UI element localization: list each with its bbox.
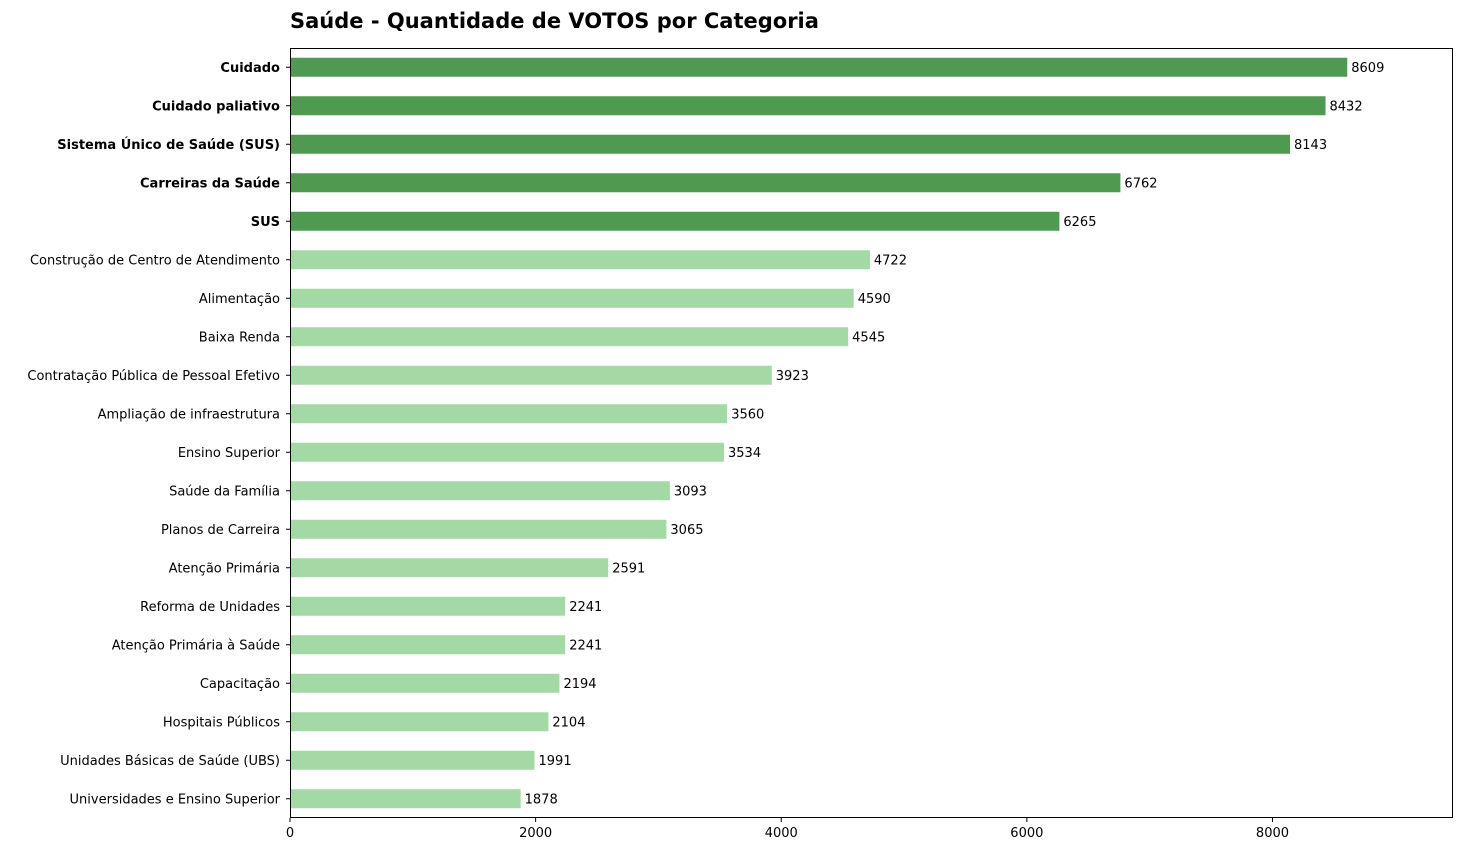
value-label-17: 2104 bbox=[552, 715, 585, 730]
category-label-2: Sistema Único de Saúde (SUS) bbox=[57, 137, 280, 153]
value-label-16: 2194 bbox=[563, 677, 596, 692]
category-label-16: Capacitação bbox=[200, 677, 280, 692]
value-label-5: 4722 bbox=[874, 253, 907, 268]
value-label-12: 3065 bbox=[670, 523, 703, 538]
bars-group bbox=[290, 57, 1348, 809]
value-label-15: 2241 bbox=[569, 638, 602, 653]
axes-group: 0 2000 4000 6000 8000 bbox=[286, 48, 1453, 841]
bar-18 bbox=[290, 750, 535, 770]
category-label-7: Baixa Renda bbox=[199, 330, 280, 345]
value-labels-group: 8609 8432 8143 6762 6265 4722 4590 4545 3923 3560… bbox=[525, 61, 1385, 808]
category-label-17: Hospitais Públicos bbox=[163, 715, 280, 730]
value-label-18: 1991 bbox=[539, 754, 572, 769]
value-label-4: 6265 bbox=[1063, 215, 1096, 230]
value-label-1: 8432 bbox=[1330, 99, 1363, 114]
bar-9 bbox=[290, 404, 728, 424]
category-label-19: Universidades e Ensino Superior bbox=[70, 792, 281, 807]
category-label-8: Contratação Pública de Pessoal Efetivo bbox=[27, 369, 280, 384]
bar-10 bbox=[290, 442, 725, 462]
category-label-12: Planos de Carreira bbox=[161, 523, 280, 538]
category-label-1: Cuidado paliativo bbox=[152, 99, 280, 114]
category-labels-group: Cuidado Cuidado paliativo Sistema Único de… bbox=[27, 61, 280, 808]
value-label-10: 3534 bbox=[728, 446, 761, 461]
category-label-6: Alimentação bbox=[199, 292, 280, 307]
value-label-0: 8609 bbox=[1351, 61, 1384, 76]
value-label-3: 6762 bbox=[1124, 176, 1157, 191]
bar-6 bbox=[290, 288, 854, 308]
category-label-10: Ensino Superior bbox=[178, 446, 281, 461]
bar-11 bbox=[290, 481, 670, 501]
chart-title: Saúde - Quantidade de VOTOS por Categori… bbox=[290, 9, 819, 33]
bar-16 bbox=[290, 673, 560, 693]
bar-17 bbox=[290, 712, 549, 732]
bar-0 bbox=[290, 57, 1348, 77]
value-label-9: 3560 bbox=[731, 407, 764, 422]
plot-frame bbox=[290, 48, 1453, 818]
category-label-14: Reforma de Unidades bbox=[140, 600, 280, 615]
category-label-5: Construção de Centro de Atendimento bbox=[30, 253, 280, 268]
value-label-11: 3093 bbox=[674, 484, 707, 499]
value-label-19: 1878 bbox=[525, 792, 558, 807]
bar-8 bbox=[290, 365, 772, 385]
bar-3 bbox=[290, 173, 1121, 193]
bar-5 bbox=[290, 250, 870, 270]
value-label-8: 3923 bbox=[776, 369, 809, 384]
value-label-6: 4590 bbox=[858, 292, 891, 307]
category-label-9: Ampliação de infraestrutura bbox=[98, 407, 280, 422]
bar-12 bbox=[290, 519, 667, 539]
bar-2 bbox=[290, 134, 1291, 154]
category-label-0: Cuidado bbox=[220, 61, 280, 76]
value-label-2: 8143 bbox=[1294, 138, 1327, 153]
bar-13 bbox=[290, 558, 609, 578]
value-label-13: 2591 bbox=[612, 561, 645, 576]
category-label-13: Atenção Primária bbox=[169, 561, 280, 576]
bar-15 bbox=[290, 635, 566, 655]
x-tick-label-1: 2000 bbox=[519, 826, 552, 841]
bar-14 bbox=[290, 596, 566, 616]
category-label-11: Saúde da Família bbox=[169, 484, 280, 499]
bar-7 bbox=[290, 327, 849, 347]
x-tick-label-3: 6000 bbox=[1010, 826, 1043, 841]
category-label-15: Atenção Primária à Saúde bbox=[112, 638, 280, 653]
value-label-7: 4545 bbox=[852, 330, 885, 345]
bar-1 bbox=[290, 96, 1326, 116]
bar-4 bbox=[290, 211, 1060, 231]
category-label-3: Carreiras da Saúde bbox=[140, 176, 280, 191]
category-label-4: SUS bbox=[251, 215, 280, 230]
x-tick-label-0: 0 bbox=[286, 826, 294, 841]
x-tick-label-2: 4000 bbox=[765, 826, 798, 841]
bar-19 bbox=[290, 789, 521, 809]
x-tick-label-4: 8000 bbox=[1256, 826, 1289, 841]
category-label-18: Unidades Básicas de Saúde (UBS) bbox=[60, 754, 280, 769]
value-label-14: 2241 bbox=[569, 600, 602, 615]
